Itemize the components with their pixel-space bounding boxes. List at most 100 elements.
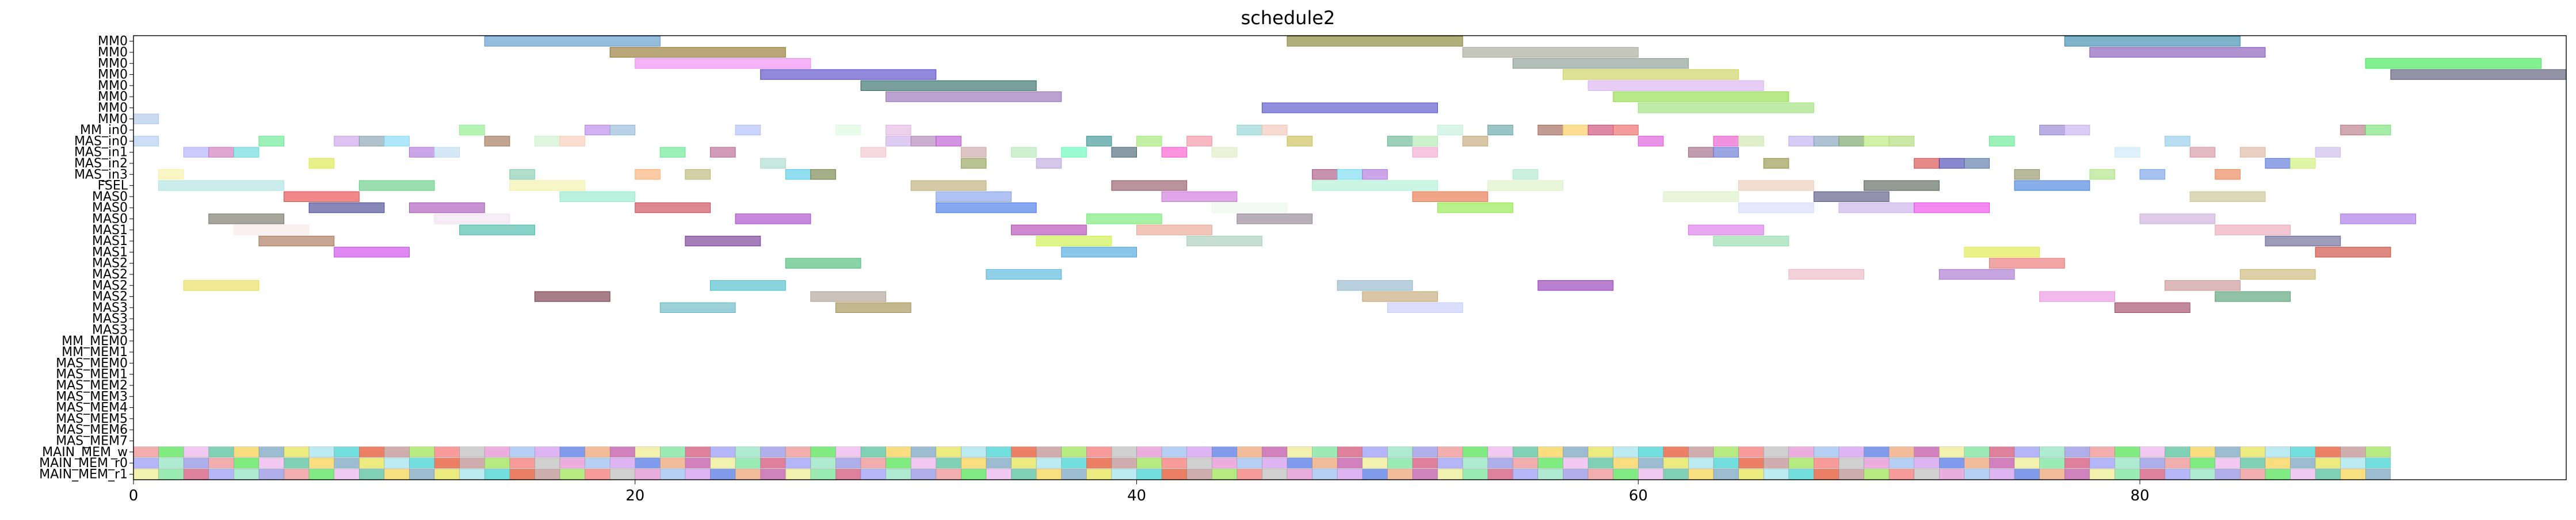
mem-strip-cell — [2365, 468, 2391, 480]
mem-strip-cell — [434, 457, 460, 469]
mem-strip-cell — [1663, 457, 1689, 469]
gantt-bar — [1763, 158, 1789, 169]
mem-strip-cell — [1186, 457, 1212, 469]
gantt-bar — [1613, 124, 1639, 136]
gantt-bar — [2089, 47, 2266, 58]
gantt-bar — [2290, 158, 2316, 169]
mem-strip-cell — [660, 468, 686, 480]
mem-strip-cell — [509, 446, 535, 458]
gantt-bar — [1287, 36, 1463, 47]
gantt-bar — [434, 213, 510, 224]
gantt-bar — [2315, 147, 2341, 158]
mem-strip-cell — [535, 468, 560, 480]
mem-strip-cell — [2165, 468, 2190, 480]
gantt-bar — [1462, 136, 1489, 147]
gantt-bar — [1111, 180, 1188, 191]
gantt-bar — [509, 180, 586, 191]
mem-strip-cell — [1613, 446, 1639, 458]
mem-strip-cell — [234, 446, 259, 458]
mem-strip-cell — [1462, 468, 1489, 480]
mem-strip-cell — [183, 457, 209, 469]
mem-strip-cell — [2265, 446, 2291, 458]
gantt-bar — [1613, 91, 1789, 102]
y-tick-label: MM0 — [98, 112, 128, 127]
mem-strip-cell — [2165, 446, 2190, 458]
gantt-bar — [785, 169, 811, 180]
chart-title: schedule2 — [1241, 7, 1335, 29]
mem-strip-cell — [760, 446, 786, 458]
gantt-bar — [133, 113, 159, 124]
mem-strip-cell — [1587, 457, 1613, 469]
mem-strip-cell — [2115, 457, 2140, 469]
mem-strip-cell — [1237, 446, 1262, 458]
gantt-bar — [2340, 213, 2416, 224]
mem-strip-cell — [284, 468, 310, 480]
gantt-bar — [1312, 180, 1438, 191]
mem-strip-cell — [2189, 446, 2216, 458]
mem-strip-cell — [685, 457, 711, 469]
gantt-bar — [685, 235, 761, 247]
gantt-bar — [2064, 36, 2241, 47]
mem-strip-cell — [710, 446, 736, 458]
mem-strip-cell — [986, 457, 1012, 469]
gantt-bar — [1287, 136, 1313, 147]
gantt-bar — [1362, 169, 1388, 180]
mem-strip-cell — [1287, 457, 1312, 469]
mem-strip-cell — [1989, 468, 2015, 480]
gantt-bar — [258, 136, 285, 147]
mem-strip-cell — [234, 468, 259, 480]
mem-strip-cell — [1262, 468, 1288, 480]
mem-strip-cell — [1337, 468, 1363, 480]
gantt-bar — [2014, 169, 2040, 180]
mem-strip-cell — [2340, 457, 2366, 469]
mem-strip-cell — [1111, 468, 1137, 480]
mem-strip-cell — [2215, 446, 2241, 458]
gantt-bar — [1888, 136, 1915, 147]
mem-strip-cell — [535, 457, 560, 469]
y-tick-label: MAS_MEM5 — [56, 412, 128, 426]
mem-strip-cell — [1011, 468, 1037, 480]
gantt-bar — [1914, 202, 1990, 213]
mem-strip-cell — [710, 468, 736, 480]
mem-strip-cell — [710, 457, 736, 469]
gantt-bar — [1989, 258, 2065, 269]
mem-strip-cell — [1663, 446, 1689, 458]
mem-strip-cell — [1713, 468, 1739, 480]
gantt-bar — [1387, 136, 1413, 147]
gantt-bar — [585, 124, 610, 136]
y-tick-label: MM0 — [98, 101, 128, 115]
gantt-bar — [559, 136, 586, 147]
mem-strip-cell — [1412, 457, 1438, 469]
gantt-bar — [1512, 169, 1539, 180]
gantt-bar — [960, 158, 987, 169]
mem-strip-cell — [1888, 468, 1915, 480]
mem-strip-cell — [1838, 457, 1864, 469]
gantt-bar — [2114, 302, 2190, 313]
gantt-bar — [710, 147, 736, 158]
gantt-bar — [1036, 235, 1112, 247]
mem-strip-cell — [1262, 457, 1288, 469]
gantt-bar — [1186, 235, 1262, 247]
mem-strip-cell — [1337, 446, 1363, 458]
gantt-bar — [735, 124, 761, 136]
mem-strip-cell — [609, 468, 636, 480]
gantt-bar — [1813, 136, 1840, 147]
gantt-bar — [1938, 269, 2015, 280]
mem-strip-cell — [1738, 446, 1764, 458]
mem-strip-cell — [1387, 446, 1413, 458]
gantt-bar — [860, 147, 887, 158]
mem-strip-cell — [1613, 468, 1639, 480]
gantt-bar — [810, 291, 887, 302]
gantt-bar — [384, 136, 410, 147]
mem-strip-cell — [409, 457, 435, 469]
mem-strip-cell — [284, 457, 310, 469]
mem-strip-cell — [1914, 446, 1940, 458]
mem-strip-cell — [2139, 446, 2165, 458]
mem-strip-cell — [1814, 446, 1840, 458]
mem-strip-cell — [258, 457, 284, 469]
mem-strip-cell — [810, 457, 836, 469]
mem-strip-cell — [509, 468, 535, 480]
mem-strip-cell — [835, 468, 861, 480]
gantt-bar — [233, 147, 259, 158]
